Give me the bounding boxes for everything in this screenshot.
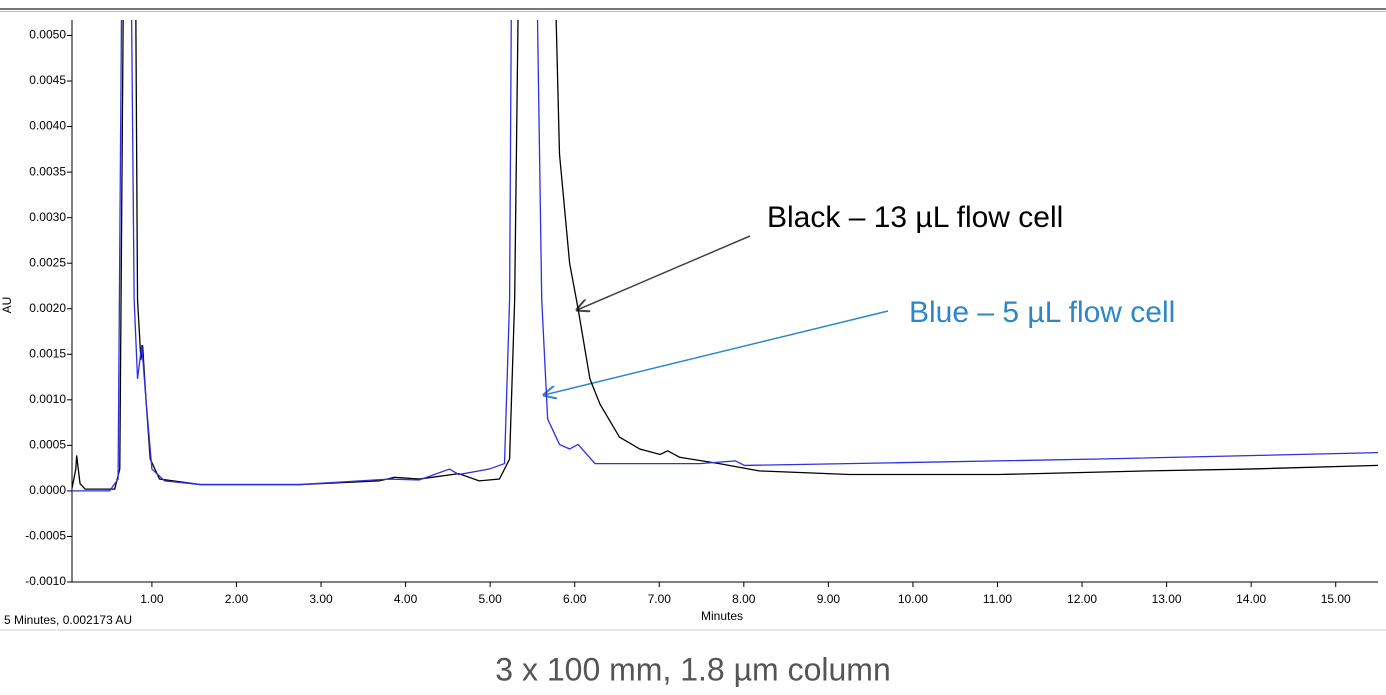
annotation-arrow	[577, 235, 751, 310]
x-tick-label: 15.00	[1321, 592, 1351, 606]
top-border	[0, 8, 1386, 10]
y-tick-label: 0.0000	[29, 483, 66, 497]
x-tick-label: 5.00	[478, 592, 502, 606]
y-tick-label: 0.0040	[29, 119, 66, 133]
x-tick-label: 1.00	[140, 592, 164, 606]
y-tick-label: 0.0030	[29, 210, 66, 224]
x-tick-label: 12.00	[1067, 592, 1097, 606]
y-tick-label: 0.0035	[29, 164, 66, 178]
annotation-arrow	[544, 310, 889, 395]
y-axis-label: AU	[0, 297, 14, 314]
y-tick-label: 0.0010	[29, 392, 66, 406]
series-line	[72, 20, 1378, 490]
y-tick-label: 0.0050	[29, 28, 66, 42]
x-tick-label: 3.00	[309, 592, 333, 606]
x-tick-label: 9.00	[817, 592, 841, 606]
x-tick-label: 8.00	[732, 592, 756, 606]
x-tick-label: 14.00	[1236, 592, 1266, 606]
y-tick-label: -0.0005	[25, 529, 66, 543]
y-tick-label: 0.0045	[29, 73, 66, 87]
x-tick-label: 4.00	[394, 592, 418, 606]
y-tick-label: 0.0025	[29, 255, 66, 269]
annotation: Black – 13 µL flow cell	[767, 201, 1063, 234]
x-tick-label: 6.00	[563, 592, 587, 606]
y-tick-label: 0.0020	[29, 301, 66, 315]
series-line	[72, 20, 1378, 492]
y-tick-label: -0.0010	[25, 574, 66, 588]
x-tick-label: 13.00	[1152, 592, 1182, 606]
annotation: Blue – 5 µL flow cell	[909, 296, 1175, 329]
plot-area	[72, 20, 1378, 492]
x-tick-label: 2.00	[225, 592, 249, 606]
x-tick-label: 11.00	[983, 592, 1012, 606]
x-tick-label: 10.00	[898, 592, 928, 606]
status-text: 5 Minutes, 0.002173 AU	[4, 613, 132, 627]
caption: 3 x 100 mm, 1.8 µm column	[495, 651, 890, 687]
y-tick-label: 0.0015	[29, 346, 66, 360]
top-border	[0, 11, 1386, 12]
y-tick-label: 0.0005	[29, 438, 66, 452]
x-tick-label: 7.00	[648, 592, 672, 606]
x-axis-label: Minutes	[701, 609, 743, 623]
